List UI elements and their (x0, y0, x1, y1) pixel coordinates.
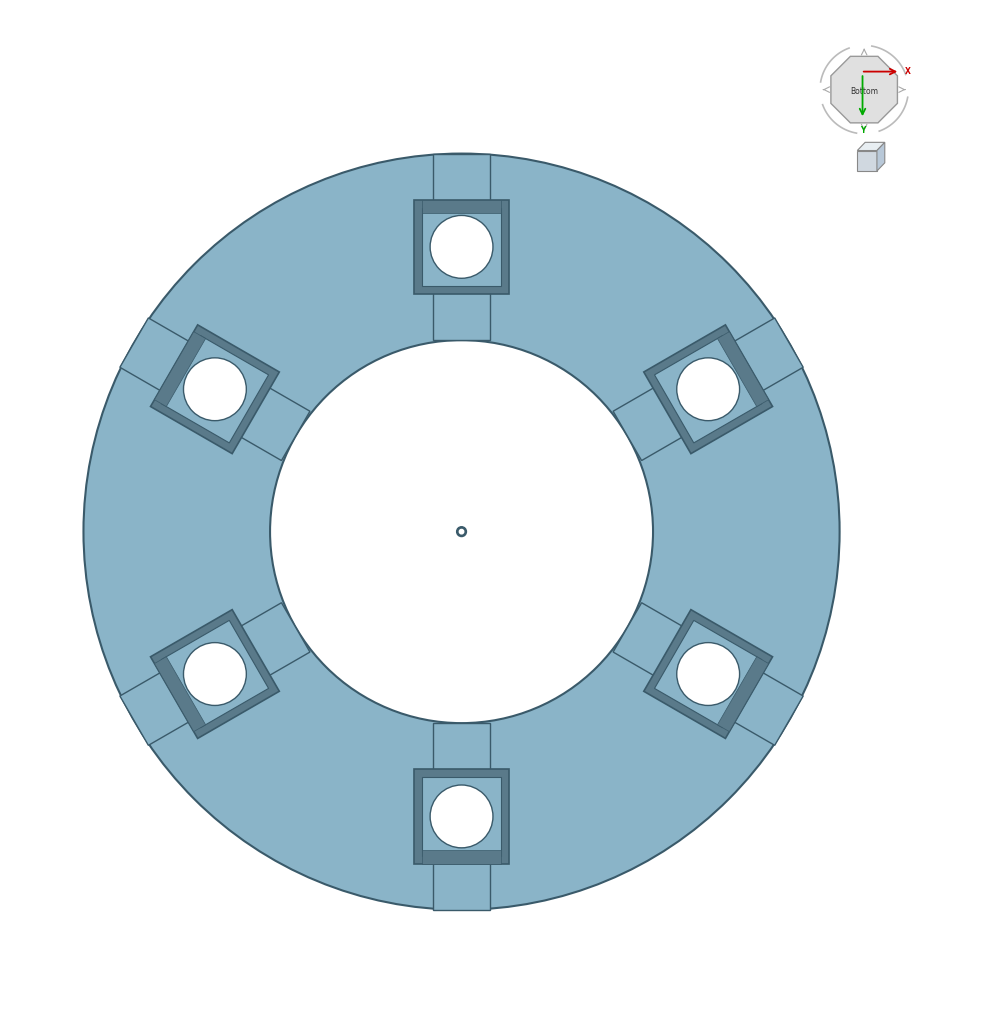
Polygon shape (154, 332, 205, 407)
Polygon shape (414, 200, 509, 294)
Circle shape (460, 529, 464, 534)
Polygon shape (161, 336, 268, 443)
Circle shape (457, 526, 466, 537)
Polygon shape (422, 200, 501, 213)
Text: Y: Y (860, 126, 865, 134)
Text: X: X (905, 68, 911, 76)
Circle shape (184, 357, 246, 421)
Polygon shape (655, 621, 762, 728)
Polygon shape (831, 56, 898, 123)
Text: Bottom: Bottom (850, 87, 878, 95)
Polygon shape (718, 332, 769, 407)
Polygon shape (422, 850, 501, 863)
Polygon shape (644, 325, 773, 454)
Polygon shape (120, 603, 310, 745)
Circle shape (677, 643, 739, 706)
Polygon shape (857, 142, 885, 151)
Circle shape (83, 154, 840, 909)
Circle shape (677, 357, 739, 421)
Polygon shape (433, 154, 490, 340)
Circle shape (430, 785, 493, 848)
Circle shape (270, 340, 653, 723)
Polygon shape (655, 336, 762, 443)
Polygon shape (422, 208, 501, 286)
Polygon shape (414, 769, 509, 863)
Polygon shape (718, 656, 769, 731)
Polygon shape (154, 656, 205, 731)
Polygon shape (161, 621, 268, 728)
Polygon shape (422, 777, 501, 856)
Polygon shape (644, 609, 773, 738)
Circle shape (184, 643, 246, 706)
Polygon shape (613, 603, 803, 745)
Polygon shape (613, 317, 803, 461)
Polygon shape (877, 142, 885, 171)
Polygon shape (150, 609, 279, 738)
Polygon shape (120, 317, 310, 461)
Polygon shape (857, 151, 877, 171)
Circle shape (430, 215, 493, 279)
Polygon shape (433, 723, 490, 909)
Polygon shape (150, 325, 279, 454)
